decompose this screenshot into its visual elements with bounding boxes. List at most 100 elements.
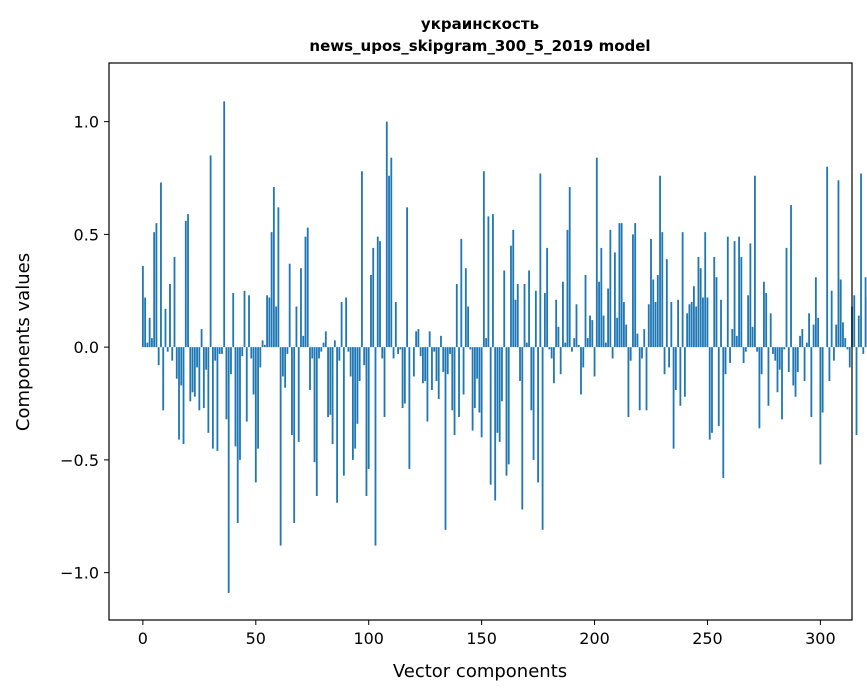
x-tick-label: 200 — [579, 629, 610, 648]
bar-159 — [501, 347, 503, 402]
bar-107 — [383, 347, 386, 418]
bar-274 — [760, 347, 763, 375]
bar-146 — [471, 347, 474, 431]
bar-162 — [507, 347, 510, 465]
bar-174 — [534, 290, 537, 348]
bar-193 — [577, 344, 580, 348]
bar-135 — [446, 347, 449, 375]
bar-84 — [331, 347, 334, 445]
bar-17 — [180, 347, 183, 386]
bar-206 — [607, 288, 609, 348]
bar-114 — [399, 347, 402, 350]
bar-291 — [799, 335, 801, 348]
bars-group — [141, 101, 867, 593]
bar-68 — [295, 306, 298, 348]
bar-168 — [521, 347, 524, 510]
bar-133 — [442, 347, 445, 372]
bar-164 — [512, 229, 515, 348]
bar-262 — [733, 241, 736, 348]
bar-166 — [516, 284, 519, 348]
bar-212 — [620, 223, 623, 348]
bar-178 — [543, 293, 546, 348]
y-tick-label: 0.0 — [74, 338, 99, 357]
bar-241 — [686, 313, 689, 348]
bar-5 — [153, 232, 156, 348]
bar-194 — [580, 347, 582, 395]
bar-292 — [801, 329, 804, 348]
bar-153 — [487, 216, 490, 348]
x-axis-ticks: 0 50 100 150 200 250 300 — [138, 620, 836, 648]
bar-228 — [656, 274, 659, 348]
bar-88 — [340, 302, 343, 348]
bar-187 — [564, 342, 567, 348]
bar-37 — [225, 347, 228, 420]
bar-263 — [735, 335, 738, 348]
bar-38 — [227, 347, 230, 593]
bar-299 — [817, 317, 820, 348]
bar-92 — [349, 347, 352, 377]
bar-45 — [243, 290, 246, 348]
bar-64 — [286, 347, 289, 354]
bar-129 — [433, 347, 436, 352]
bar-278 — [769, 313, 772, 348]
bar-121 — [415, 331, 418, 348]
chart-title-line-1: украинскость — [421, 15, 539, 33]
bar-56 — [268, 297, 271, 348]
bar-169 — [523, 284, 526, 348]
bar-31 — [211, 347, 214, 449]
bar-250 — [706, 297, 709, 348]
bar-224 — [647, 304, 650, 348]
bar-145 — [469, 347, 472, 350]
bar-144 — [467, 306, 469, 348]
bar-311 — [844, 338, 847, 348]
x-tick-label: 50 — [246, 629, 266, 648]
bar-310 — [842, 322, 844, 348]
bar-48 — [250, 347, 253, 359]
bar-202 — [598, 281, 600, 348]
bar-120 — [412, 347, 415, 377]
bar-122 — [417, 329, 420, 348]
chart-title-line-2: news_upos_skipgram_300_5_2019 model — [309, 37, 650, 55]
bar-223 — [645, 347, 648, 411]
bar-181 — [550, 347, 553, 359]
bar-255 — [717, 347, 720, 427]
bar-42 — [236, 347, 239, 524]
bar-316 — [855, 347, 858, 436]
bar-319 — [862, 347, 865, 354]
bar-275 — [763, 281, 765, 348]
bar-112 — [394, 302, 397, 348]
bar-101 — [370, 274, 372, 348]
bar-177 — [541, 347, 544, 530]
bar-190 — [571, 347, 573, 352]
bar-171 — [528, 270, 530, 348]
bar-183 — [555, 299, 558, 348]
bar-54 — [263, 344, 266, 348]
bar-156 — [494, 347, 497, 501]
bar-111 — [392, 347, 395, 359]
bar-65 — [288, 263, 291, 348]
bar-140 — [458, 347, 460, 418]
bar-104 — [376, 236, 379, 348]
bar-205 — [604, 342, 607, 348]
bar-102 — [372, 247, 375, 348]
bar-290 — [796, 347, 799, 372]
bar-19 — [184, 220, 187, 348]
bar-182 — [552, 347, 555, 384]
bar-246 — [697, 256, 700, 348]
bar-49 — [252, 347, 255, 395]
bar-148 — [476, 347, 479, 379]
bar-83 — [329, 347, 332, 415]
bar-60 — [277, 207, 280, 348]
bar-289 — [794, 347, 797, 397]
bar-1 — [144, 297, 147, 348]
bar-149 — [478, 347, 481, 413]
bar-151 — [482, 171, 485, 348]
bar-142 — [462, 347, 465, 395]
bar-203 — [600, 247, 603, 348]
bar-154 — [489, 347, 492, 485]
bar-195 — [582, 347, 585, 368]
bar-18 — [182, 347, 185, 445]
bar-57 — [270, 232, 273, 348]
bar-306 — [833, 347, 835, 361]
bar-188 — [566, 229, 569, 348]
